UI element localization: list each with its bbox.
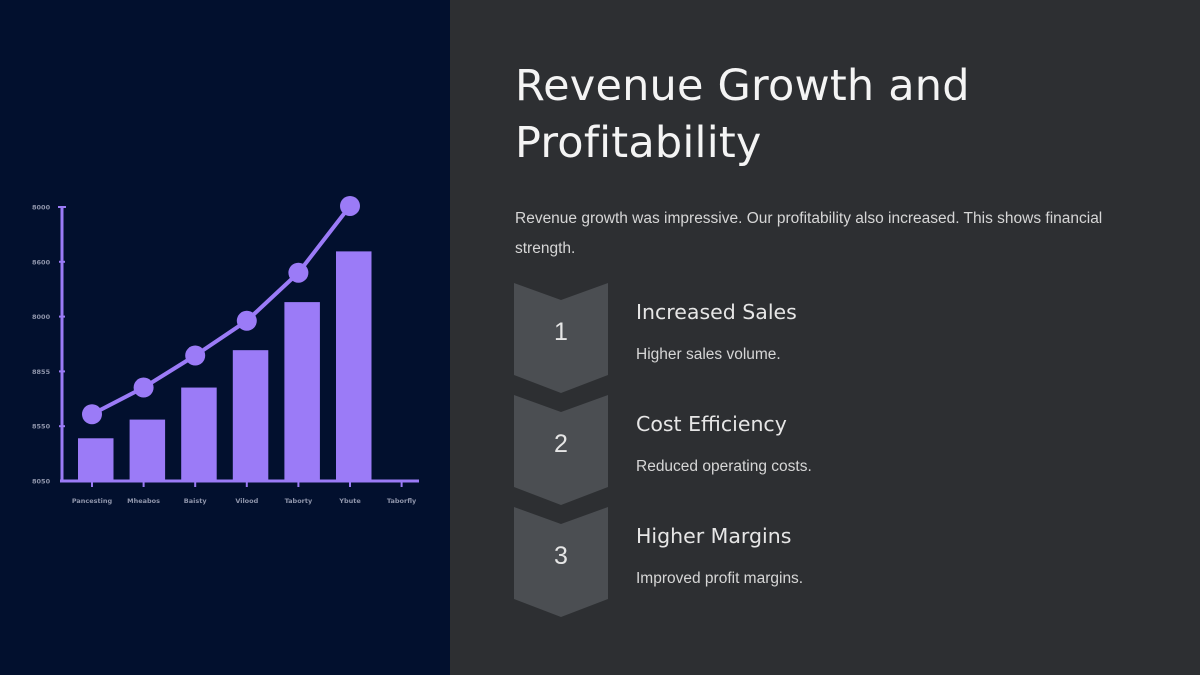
step-number: 2 — [554, 430, 568, 458]
intro-text: Revenue growth was impressive. Our profi… — [515, 210, 1103, 257]
step-item: 3 Higher Margins Improved profit margins… — [514, 506, 1114, 618]
chevron-icon — [514, 282, 609, 393]
x-tick-label: Mheabos — [127, 497, 160, 505]
x-tick-label: Ybute — [338, 497, 361, 505]
y-tick-label: 8000 — [32, 204, 51, 212]
step-title: Increased Sales — [636, 300, 797, 324]
bar — [129, 419, 166, 481]
data-point — [185, 345, 206, 366]
step-number: 1 — [554, 318, 568, 346]
x-tick-label: Taborfly — [387, 497, 417, 505]
step-title: Higher Margins — [636, 524, 792, 548]
slide-title: Revenue Growth and Profitability — [515, 61, 970, 168]
y-tick-label: 8000 — [32, 313, 51, 321]
bar — [232, 350, 269, 481]
step-item: 2 Cost Efficiency Reduced operating cost… — [514, 394, 1114, 506]
y-tick-label: 8050 — [32, 478, 51, 486]
bar — [181, 387, 217, 481]
bar — [336, 251, 372, 481]
x-tick-label: Taborty — [285, 497, 313, 505]
data-point — [236, 310, 257, 331]
x-tick-label: Vilood — [235, 497, 258, 505]
step-number: 3 — [554, 542, 568, 570]
chevron-icon — [514, 394, 609, 505]
x-tick-label: Baisty — [184, 497, 208, 505]
step-item: 1 Increased Sales Higher sales volume. — [514, 282, 1114, 394]
step-title: Cost Efficiency — [636, 412, 787, 436]
step-description: Improved profit margins. — [636, 570, 804, 587]
data-point — [133, 377, 154, 398]
y-tick-label: 8550 — [32, 423, 51, 431]
data-point — [82, 404, 102, 425]
y-tick-label: 8600 — [32, 258, 51, 266]
data-point — [288, 262, 309, 283]
x-tick-label: Pancesting — [72, 497, 113, 505]
step-description: Reduced operating costs. — [636, 458, 812, 475]
step-description: Higher sales volume. — [636, 346, 781, 363]
data-point — [340, 195, 360, 216]
bar — [284, 302, 320, 481]
bar — [78, 438, 114, 481]
revenue-chart: 8000 8600 8000 8855 8550 8050 Pancesting Mheabo… — [32, 195, 419, 505]
chevron-icon — [514, 506, 609, 617]
y-tick-label: 8855 — [32, 368, 51, 376]
